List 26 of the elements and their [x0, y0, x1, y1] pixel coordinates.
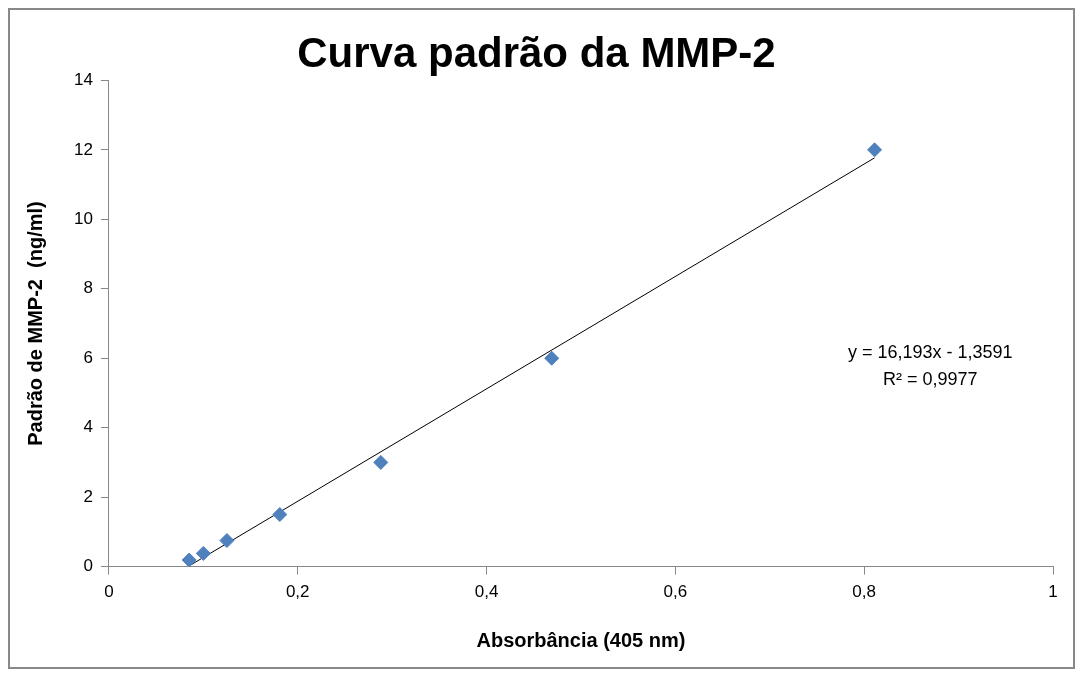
- y-tick-label: 8: [83, 278, 93, 298]
- annotation: R² = 0,9977: [882, 368, 978, 389]
- y-axis-title: Padrão de MMP-2 (ng/ml): [23, 201, 46, 446]
- y-tick-label: 4: [83, 417, 93, 437]
- y-tick-label: 2: [83, 486, 93, 506]
- point: [219, 533, 235, 549]
- y-tick-label: 12: [73, 139, 93, 159]
- y-tick-label: 14: [73, 70, 93, 90]
- x-axis-title: Absorbância (405 nm): [476, 628, 686, 651]
- point: [195, 545, 211, 561]
- point: [272, 507, 288, 523]
- y-tick-label: 6: [83, 347, 93, 367]
- point: [373, 454, 389, 470]
- x-tick-label: 1: [1048, 582, 1058, 602]
- x-tick-label: 0,8: [852, 582, 876, 602]
- x-tick-label: 0,4: [474, 582, 499, 602]
- x-tick-label: 0,6: [663, 582, 688, 602]
- x-tick-label: 0: [104, 582, 114, 602]
- point: [544, 350, 560, 366]
- y-tick-label: 10: [73, 209, 93, 228]
- point: [867, 142, 883, 158]
- point: [181, 552, 197, 567]
- x-tick-label: 0,2: [285, 582, 310, 602]
- annotation: y = 16,193x - 1,3591: [847, 341, 1013, 362]
- chart-title: Curva padrão da MMP-2: [297, 28, 776, 76]
- y-tick-label: 0: [83, 556, 93, 576]
